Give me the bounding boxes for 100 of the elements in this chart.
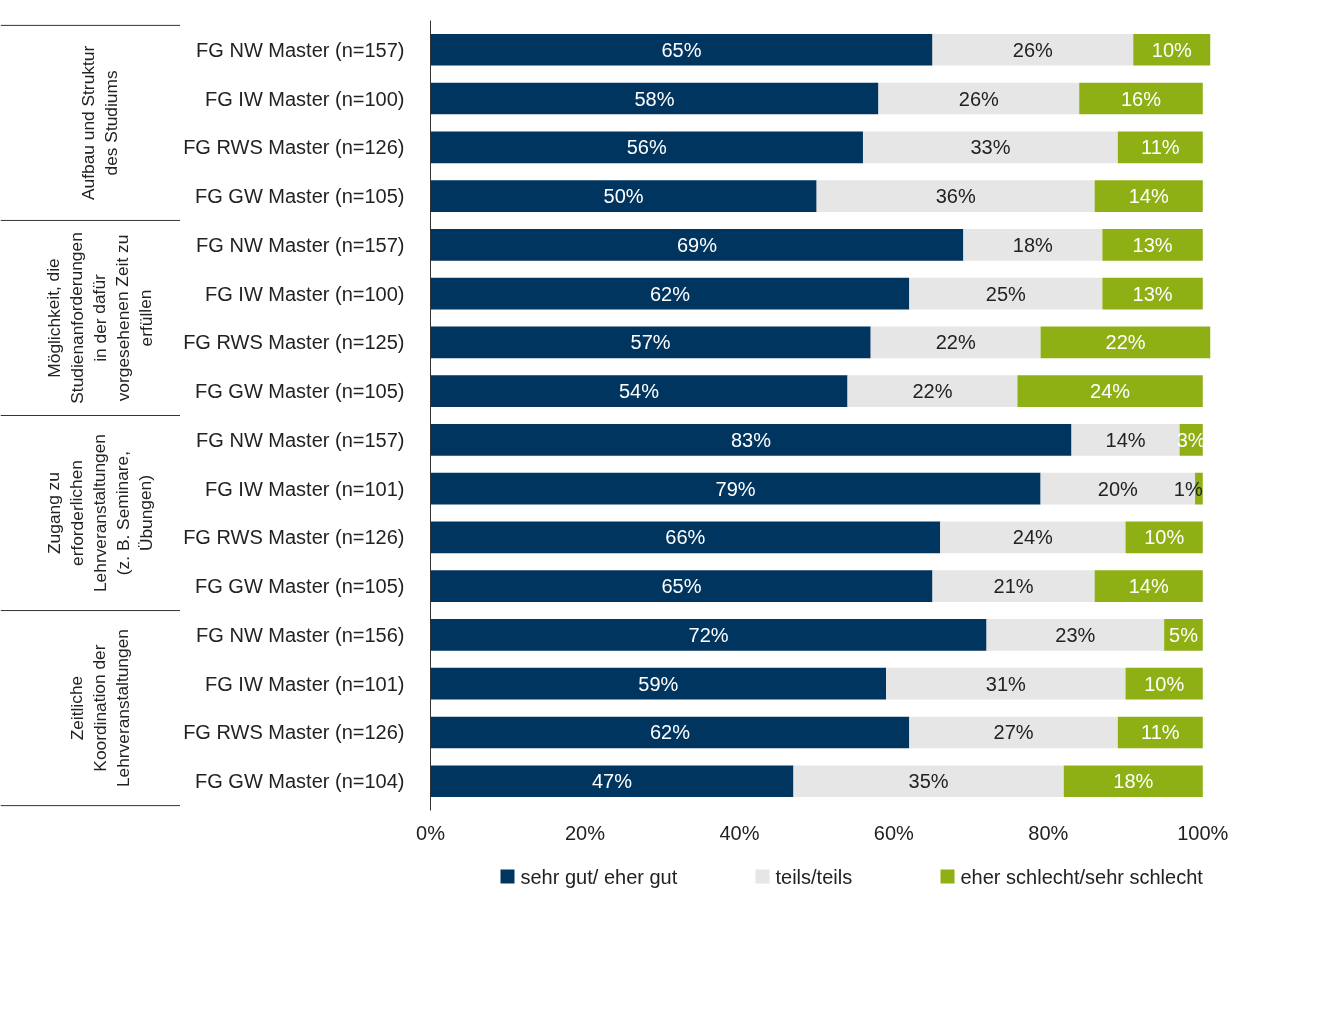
data-label: 36% — [935, 185, 976, 208]
data-label: 65% — [661, 38, 702, 61]
data-label: 27% — [993, 721, 1034, 744]
data-label: 59% — [638, 672, 679, 695]
y-tick-label: FG RWS Master (n=125) — [183, 331, 405, 354]
bar — [430, 716, 910, 749]
bar — [430, 228, 964, 261]
data-label: 10% — [1144, 672, 1185, 695]
data-label: 18% — [1012, 233, 1054, 256]
bar — [1040, 326, 1211, 359]
data-label: 33% — [970, 136, 1011, 159]
y-tick-label: FG NW Master (n=156) — [196, 623, 405, 646]
data-label: 72% — [688, 623, 729, 646]
bar — [430, 375, 848, 407]
bar — [862, 131, 1118, 164]
x-tick-label: 60% — [873, 821, 915, 844]
y-tick-label: FG NW Master (n=157) — [196, 428, 405, 451]
bar — [1094, 180, 1203, 212]
y-tick-label: FG RWS Master (n=126) — [183, 136, 405, 159]
bar — [986, 619, 1165, 651]
y-tick-label: FG IW Master (n=101) — [205, 672, 405, 695]
data-label: 18% — [1113, 770, 1154, 793]
data-label: 66% — [665, 526, 706, 549]
bar — [870, 326, 1041, 359]
x-tick-label: 40% — [719, 821, 760, 844]
data-label: 58% — [634, 87, 675, 110]
data-label: 83% — [730, 428, 772, 451]
bar — [940, 521, 1126, 554]
bar — [1094, 570, 1203, 603]
data-label: 14% — [1128, 185, 1169, 208]
y-tick-label: FG GW Master (n=105) — [195, 575, 405, 598]
bar — [963, 228, 1103, 261]
data-label: 56% — [626, 136, 667, 159]
bar — [1117, 131, 1203, 164]
bar — [430, 619, 987, 651]
data-label: 69% — [676, 233, 718, 256]
y-tick-label: FG NW Master (n=157) — [196, 233, 405, 256]
text: Zugang zu erforderlichen Lehrveranstaltungen (z. B. Seminare, Übungen) — [43, 434, 156, 593]
data-label: 21% — [993, 575, 1034, 598]
bar — [1063, 765, 1203, 798]
data-label: 25% — [985, 282, 1027, 305]
data-label: 22% — [1105, 331, 1146, 354]
data-label: 54% — [619, 380, 660, 403]
bar — [430, 131, 863, 164]
data-label: 35% — [908, 770, 949, 793]
x-tick-label: 20% — [564, 821, 606, 844]
data-label: 24% — [1090, 380, 1131, 403]
data-label: 14% — [1105, 428, 1146, 451]
bar — [430, 765, 794, 798]
y-tick-label: FG IW Master (n=101) — [205, 477, 405, 500]
bar — [430, 180, 817, 212]
bar — [793, 765, 1064, 798]
data-label: 20% — [1097, 477, 1139, 500]
data-label: 10% — [1151, 38, 1193, 61]
y-tick-label: FG GW Master (n=105) — [195, 380, 405, 403]
x-tick-label: 80% — [1028, 821, 1069, 844]
data-label: 10% — [1144, 526, 1185, 549]
data-label: 13% — [1132, 282, 1173, 305]
y-tick-label: FG GW Master (n=104) — [195, 770, 405, 793]
x-tick-label: 0% — [416, 821, 446, 844]
bar — [1017, 375, 1203, 407]
data-label: 13% — [1132, 233, 1173, 256]
bar — [430, 521, 941, 554]
bar — [430, 472, 1041, 505]
y-tick-label: FG RWS Master (n=126) — [183, 721, 405, 744]
data-label: 79% — [715, 477, 756, 500]
bar — [932, 33, 1134, 66]
data-label: 22% — [912, 380, 953, 403]
text: Möglichkeit, die Studienanforderungen in der dafür vorgesehenen Zeit zu erfüllen — [43, 232, 156, 404]
data-label: 31% — [985, 672, 1027, 695]
bar — [878, 82, 1080, 115]
data-label: 11% — [1141, 136, 1180, 159]
data-label: 62% — [649, 282, 691, 305]
bar — [430, 277, 910, 310]
bar — [886, 667, 1126, 700]
y-tick-label: FG GW Master (n=105) — [195, 185, 405, 208]
bar — [1102, 277, 1203, 310]
bar — [816, 180, 1095, 212]
data-label: 26% — [958, 87, 1000, 110]
data-label: 50% — [603, 185, 644, 208]
bar — [430, 667, 887, 700]
bar — [430, 570, 933, 603]
data-label: 62% — [649, 721, 691, 744]
bar — [430, 326, 871, 359]
data-label: 22% — [935, 331, 976, 354]
y-tick-label: FG NW Master (n=157) — [196, 38, 405, 61]
bar — [1079, 82, 1203, 115]
text: Zeitliche Koordination der Lehrveranstaltungen — [66, 629, 133, 788]
data-label: 26% — [1012, 38, 1054, 61]
bar — [1102, 228, 1203, 261]
bar — [932, 570, 1095, 603]
bar — [909, 716, 1118, 749]
data-label: 24% — [1012, 526, 1054, 549]
y-tick-label: FG IW Master (n=100) — [205, 87, 405, 110]
data-label: 11% — [1141, 721, 1180, 744]
y-tick-label: FG IW Master (n=100) — [205, 282, 405, 305]
bar — [430, 82, 879, 115]
y-tick-label: FG RWS Master (n=126) — [183, 526, 405, 549]
data-label: 16% — [1120, 87, 1162, 110]
legend-label: eher schlecht/sehr schlecht — [960, 865, 1204, 888]
